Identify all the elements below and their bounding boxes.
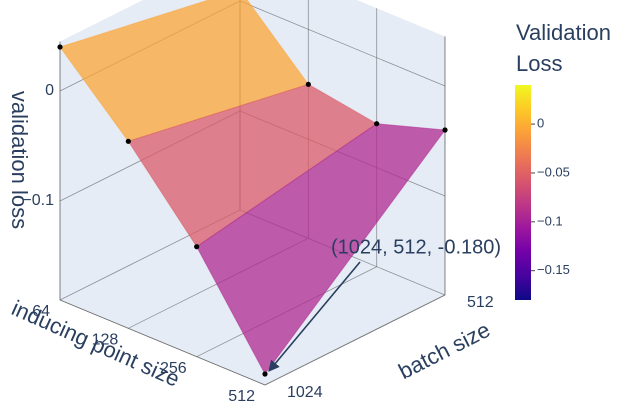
- annotation-arrow: [268, 261, 361, 372]
- y-tick-label: 256: [160, 360, 187, 377]
- data-point: [57, 44, 63, 50]
- z-tick-label: −0.1: [22, 192, 54, 209]
- y-tick-label: 512: [228, 388, 255, 403]
- axis-edge: [59, 294, 446, 386]
- z-axis-title: validation loss: [7, 91, 32, 229]
- data-point: [125, 138, 131, 144]
- colorbar-title: Validation Loss: [516, 20, 617, 76]
- data-point: [374, 121, 380, 127]
- x-tick-label: 512: [467, 294, 494, 311]
- surface: [57, 0, 448, 377]
- data-point: [262, 371, 268, 377]
- data-point: [305, 81, 311, 87]
- colorbar-tick-label: −0.05: [537, 164, 570, 179]
- colorbar-tick-label: −0.1: [537, 213, 563, 228]
- x-tick-label: 1024: [287, 384, 323, 401]
- y-tick-label: 128: [92, 332, 119, 349]
- colorbar-tick-label: 0: [537, 116, 544, 131]
- colorbar-title-line: Loss: [516, 51, 562, 76]
- data-point: [442, 127, 448, 133]
- colorbar-tick-label: −0.15: [537, 262, 570, 277]
- colorbar: Validation Loss 0 −0.05 −0.1 −0.15: [515, 20, 617, 300]
- x-axis-title: batch size: [394, 317, 494, 384]
- colorbar-gradient: [515, 85, 531, 300]
- z-tick-label: 0: [45, 82, 54, 99]
- y-tick-label: 64: [32, 303, 50, 320]
- annotation: (1024, 512, -0.180): [331, 236, 501, 258]
- colorbar-title-line: Validation: [516, 20, 611, 45]
- data-point: [194, 244, 200, 250]
- labels: 0 −0.1 512 1024 64 128 256 512: [22, 82, 493, 403]
